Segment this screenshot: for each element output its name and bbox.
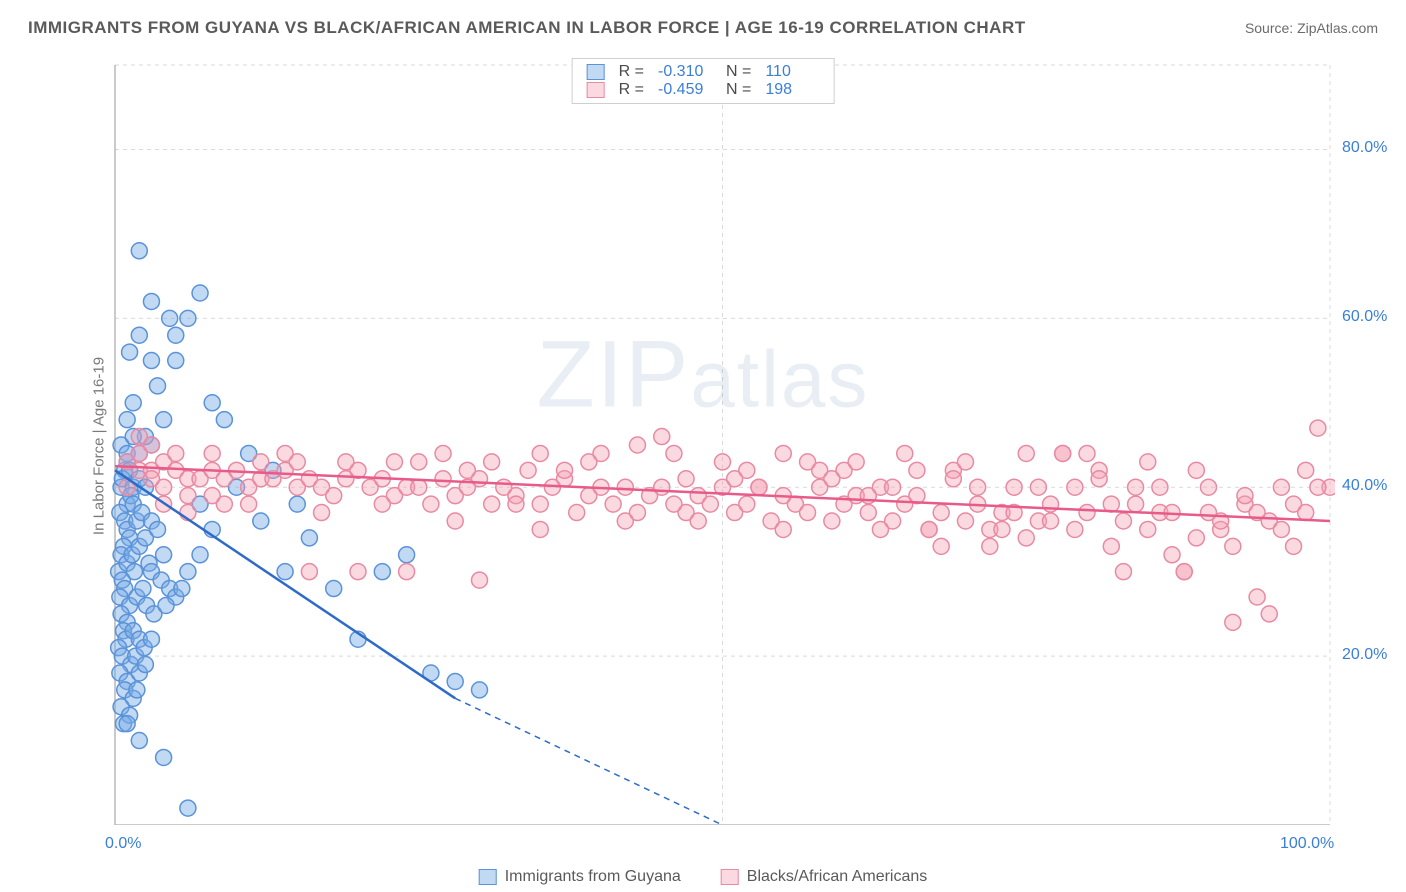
swatch-series2-icon [587,82,605,98]
y-tick-label: 20.0% [1342,646,1387,664]
x-tick-label: 0.0% [105,835,141,853]
r-label-2: R = [619,81,644,99]
r-value-2: -0.459 [658,81,712,99]
stats-row-1: R = -0.310 N = 110 [587,63,820,81]
y-tick-label: 80.0% [1342,139,1387,157]
r-value-1: -0.310 [658,63,712,81]
r-label-1: R = [619,63,644,81]
bottom-legend: Immigrants from Guyana Blacks/African Am… [479,868,928,886]
n-value-2: 198 [765,81,819,99]
n-label-2: N = [726,81,751,99]
chart-title: IMMIGRANTS FROM GUYANA VS BLACK/AFRICAN … [28,18,1026,38]
y-tick-label: 60.0% [1342,308,1387,326]
legend-item-1: Immigrants from Guyana [479,868,681,886]
legend-swatch1-icon [479,869,497,885]
legend-item-2: Blacks/African Americans [721,868,928,886]
stats-legend-box: R = -0.310 N = 110 R = -0.459 N = 198 [572,58,835,104]
stats-row-2: R = -0.459 N = 198 [587,81,820,99]
source-label: Source: ZipAtlas.com [1245,20,1378,36]
n-label-1: N = [726,63,751,81]
swatch-series1-icon [587,64,605,80]
y-tick-label: 40.0% [1342,477,1387,495]
x-tick-label: 100.0% [1280,835,1334,853]
chart-plot-area [55,55,1335,825]
legend-swatch2-icon [721,869,739,885]
header: IMMIGRANTS FROM GUYANA VS BLACK/AFRICAN … [0,0,1406,46]
legend-label-2: Blacks/African Americans [747,868,928,886]
legend-label-1: Immigrants from Guyana [505,868,681,886]
n-value-1: 110 [765,63,819,81]
chart-svg [55,55,1335,825]
